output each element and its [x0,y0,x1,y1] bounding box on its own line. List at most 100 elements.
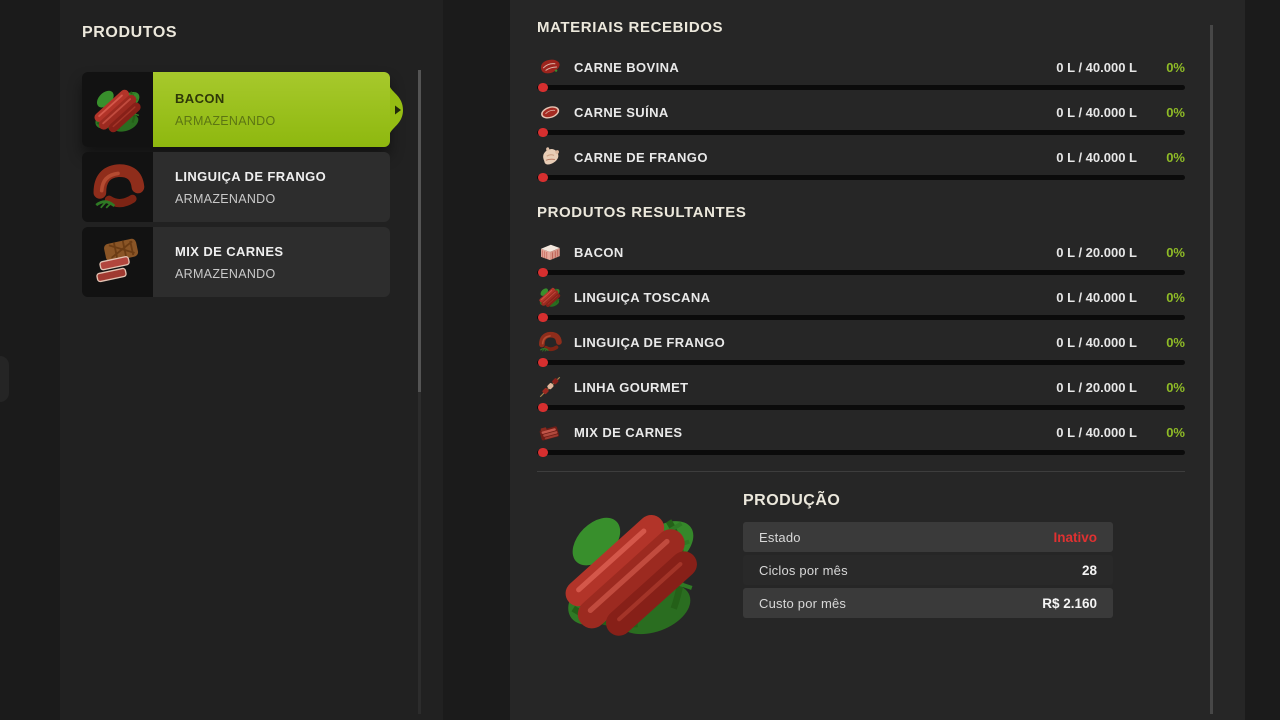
sidebar-item-body: LINGUIÇA DE FRANGO ARMAZENANDO [153,152,390,222]
item-name: CARNE BOVINA [574,59,680,75]
fill-progress-bar [537,313,1185,322]
item-name: LINGUIÇA DE FRANGO [574,334,726,350]
stat-label: Ciclos por mês [759,562,848,578]
selected-arrow-icon [390,86,403,133]
storage-row-main: CARNE BOVINA 0 L / 40.000 L 0% [537,52,1185,82]
item-name: LINGUIÇA TOSCANA [574,289,711,305]
item-amount: 0 L / 20.000 L [1056,379,1137,395]
production-stat-row: Ciclos por mês 28 [743,555,1113,585]
item-amount: 0 L / 40.000 L [1056,59,1137,75]
item-name: LINHA GOURMET [574,379,689,395]
production-stat-row: Estado Inativo [743,522,1113,552]
storage-row: CARNE DE FRANGO 0 L / 40.000 L 0% [537,142,1185,182]
sidebar-title: PRODUTOS [82,24,178,41]
fill-progress-indicator [538,173,548,182]
sausage-curl-icon [82,152,153,222]
production-info: PRODUÇÃO Estado Inativo Ciclos por mês 2… [743,490,1113,655]
storage-row-main: BACON 0 L / 20.000 L 0% [537,237,1185,267]
storage-row-main: LINGUIÇA TOSCANA 0 L / 40.000 L 0% [537,282,1185,312]
sidebar-product-item[interactable]: MIX DE CARNES ARMAZENANDO [82,227,390,297]
bacon-icon [537,239,563,265]
sidebar-item-body: MIX DE CARNES ARMAZENANDO [153,227,390,297]
sausage-curl-icon [537,329,563,355]
fill-progress-bar [537,83,1185,92]
skewer-icon [537,374,563,400]
fill-progress-bar [537,268,1185,277]
fill-progress-indicator [538,358,548,367]
fill-progress-indicator [538,83,548,92]
sidebar-product-item[interactable]: LINGUIÇA DE FRANGO ARMAZENANDO [82,152,390,222]
item-fill-percent: 0% [1166,149,1185,165]
fill-progress-bar [537,173,1185,182]
storage-row: LINGUIÇA DE FRANGO 0 L / 40.000 L 0% [537,327,1185,367]
sausage-bunch-icon [537,284,563,310]
storage-row-main: LINGUIÇA DE FRANGO 0 L / 40.000 L 0% [537,327,1185,357]
materials-list: CARNE BOVINA 0 L / 40.000 L 0% CARNE SUÍ… [537,52,1185,182]
production-stats: Estado Inativo Ciclos por mês 28 Custo p… [743,522,1113,618]
storage-row: CARNE BOVINA 0 L / 40.000 L 0% [537,52,1185,92]
item-amount: 0 L / 40.000 L [1056,334,1137,350]
production-section: PRODUÇÃO Estado Inativo Ciclos por mês 2… [537,490,1185,655]
resulting-products-list: BACON 0 L / 20.000 L 0% LINGUIÇA TOSCANA… [537,237,1185,457]
fill-progress-indicator [538,268,548,277]
item-fill-percent: 0% [1166,424,1185,440]
item-fill-percent: 0% [1166,104,1185,120]
screen-edge-tab [0,356,9,402]
item-amount: 0 L / 40.000 L [1056,149,1137,165]
fill-progress-indicator [538,313,548,322]
stat-value: Inativo [1053,529,1097,545]
storage-row: LINHA GOURMET 0 L / 20.000 L 0% [537,372,1185,412]
main-content: MATERIAIS RECEBIDOS CARNE BOVINA 0 L / 4… [537,0,1185,655]
main-scrollbar[interactable] [1210,25,1213,714]
materials-section-title: MATERIAIS RECEBIDOS [537,19,724,36]
sidebar-item-title: BACON [175,91,225,106]
fill-progress-bar [537,403,1185,412]
sidebar-scrollbar[interactable] [418,70,421,714]
item-name: BACON [574,244,624,260]
stat-label: Estado [759,529,801,545]
sidebar-product-item[interactable]: BACON ARMAZENANDO [82,72,403,147]
sausage-bunch-icon [82,72,153,147]
sidebar-item-status: ARMAZENANDO [175,266,276,281]
item-name: CARNE SUÍNA [574,104,669,120]
stat-label: Custo por mês [759,595,847,611]
item-fill-percent: 0% [1166,289,1185,305]
item-fill-percent: 0% [1166,59,1185,75]
fill-progress-bar [537,358,1185,367]
fill-progress-indicator [538,128,548,137]
fill-progress-indicator [538,403,548,412]
pork-icon [537,99,563,125]
meat-mix-icon [537,419,563,445]
storage-row: CARNE SUÍNA 0 L / 40.000 L 0% [537,97,1185,137]
sidebar-scrollbar-thumb[interactable] [418,70,421,392]
storage-row-main: LINHA GOURMET 0 L / 20.000 L 0% [537,372,1185,402]
item-name: MIX DE CARNES [574,424,683,440]
production-title: PRODUÇÃO [743,492,841,509]
stat-value: 28 [1081,562,1097,578]
production-stat-row: Custo por mês R$ 2.160 [743,588,1113,618]
sidebar-item-title: MIX DE CARNES [175,243,284,259]
storage-row-main: MIX DE CARNES 0 L / 40.000 L 0% [537,417,1185,447]
beef-icon [537,54,563,80]
products-sidebar: PRODUTOS BACON ARMAZENANDO LINGUIÇA DE F… [60,0,443,720]
item-fill-percent: 0% [1166,334,1185,350]
item-amount: 0 L / 40.000 L [1056,104,1137,120]
storage-row: MIX DE CARNES 0 L / 40.000 L 0% [537,417,1185,457]
sidebar-item-title: LINGUIÇA DE FRANGO [175,168,327,184]
production-detail-panel: MATERIAIS RECEBIDOS CARNE BOVINA 0 L / 4… [510,0,1245,720]
product-list: BACON ARMAZENANDO LINGUIÇA DE FRANGO ARM… [82,72,403,302]
item-name: CARNE DE FRANGO [574,149,708,165]
item-amount: 0 L / 20.000 L [1056,244,1137,260]
sausage-bunch-icon [550,490,715,655]
item-amount: 0 L / 40.000 L [1056,424,1137,440]
chicken-icon [537,144,563,170]
storage-row: LINGUIÇA TOSCANA 0 L / 40.000 L 0% [537,282,1185,322]
storage-row: BACON 0 L / 20.000 L 0% [537,237,1185,277]
item-fill-percent: 0% [1166,244,1185,260]
main-scrollbar-thumb[interactable] [1210,25,1213,714]
item-fill-percent: 0% [1166,379,1185,395]
fill-progress-bar [537,448,1185,457]
meat-slices-icon [82,227,153,297]
storage-row-main: CARNE DE FRANGO 0 L / 40.000 L 0% [537,142,1185,172]
storage-row-main: CARNE SUÍNA 0 L / 40.000 L 0% [537,97,1185,127]
